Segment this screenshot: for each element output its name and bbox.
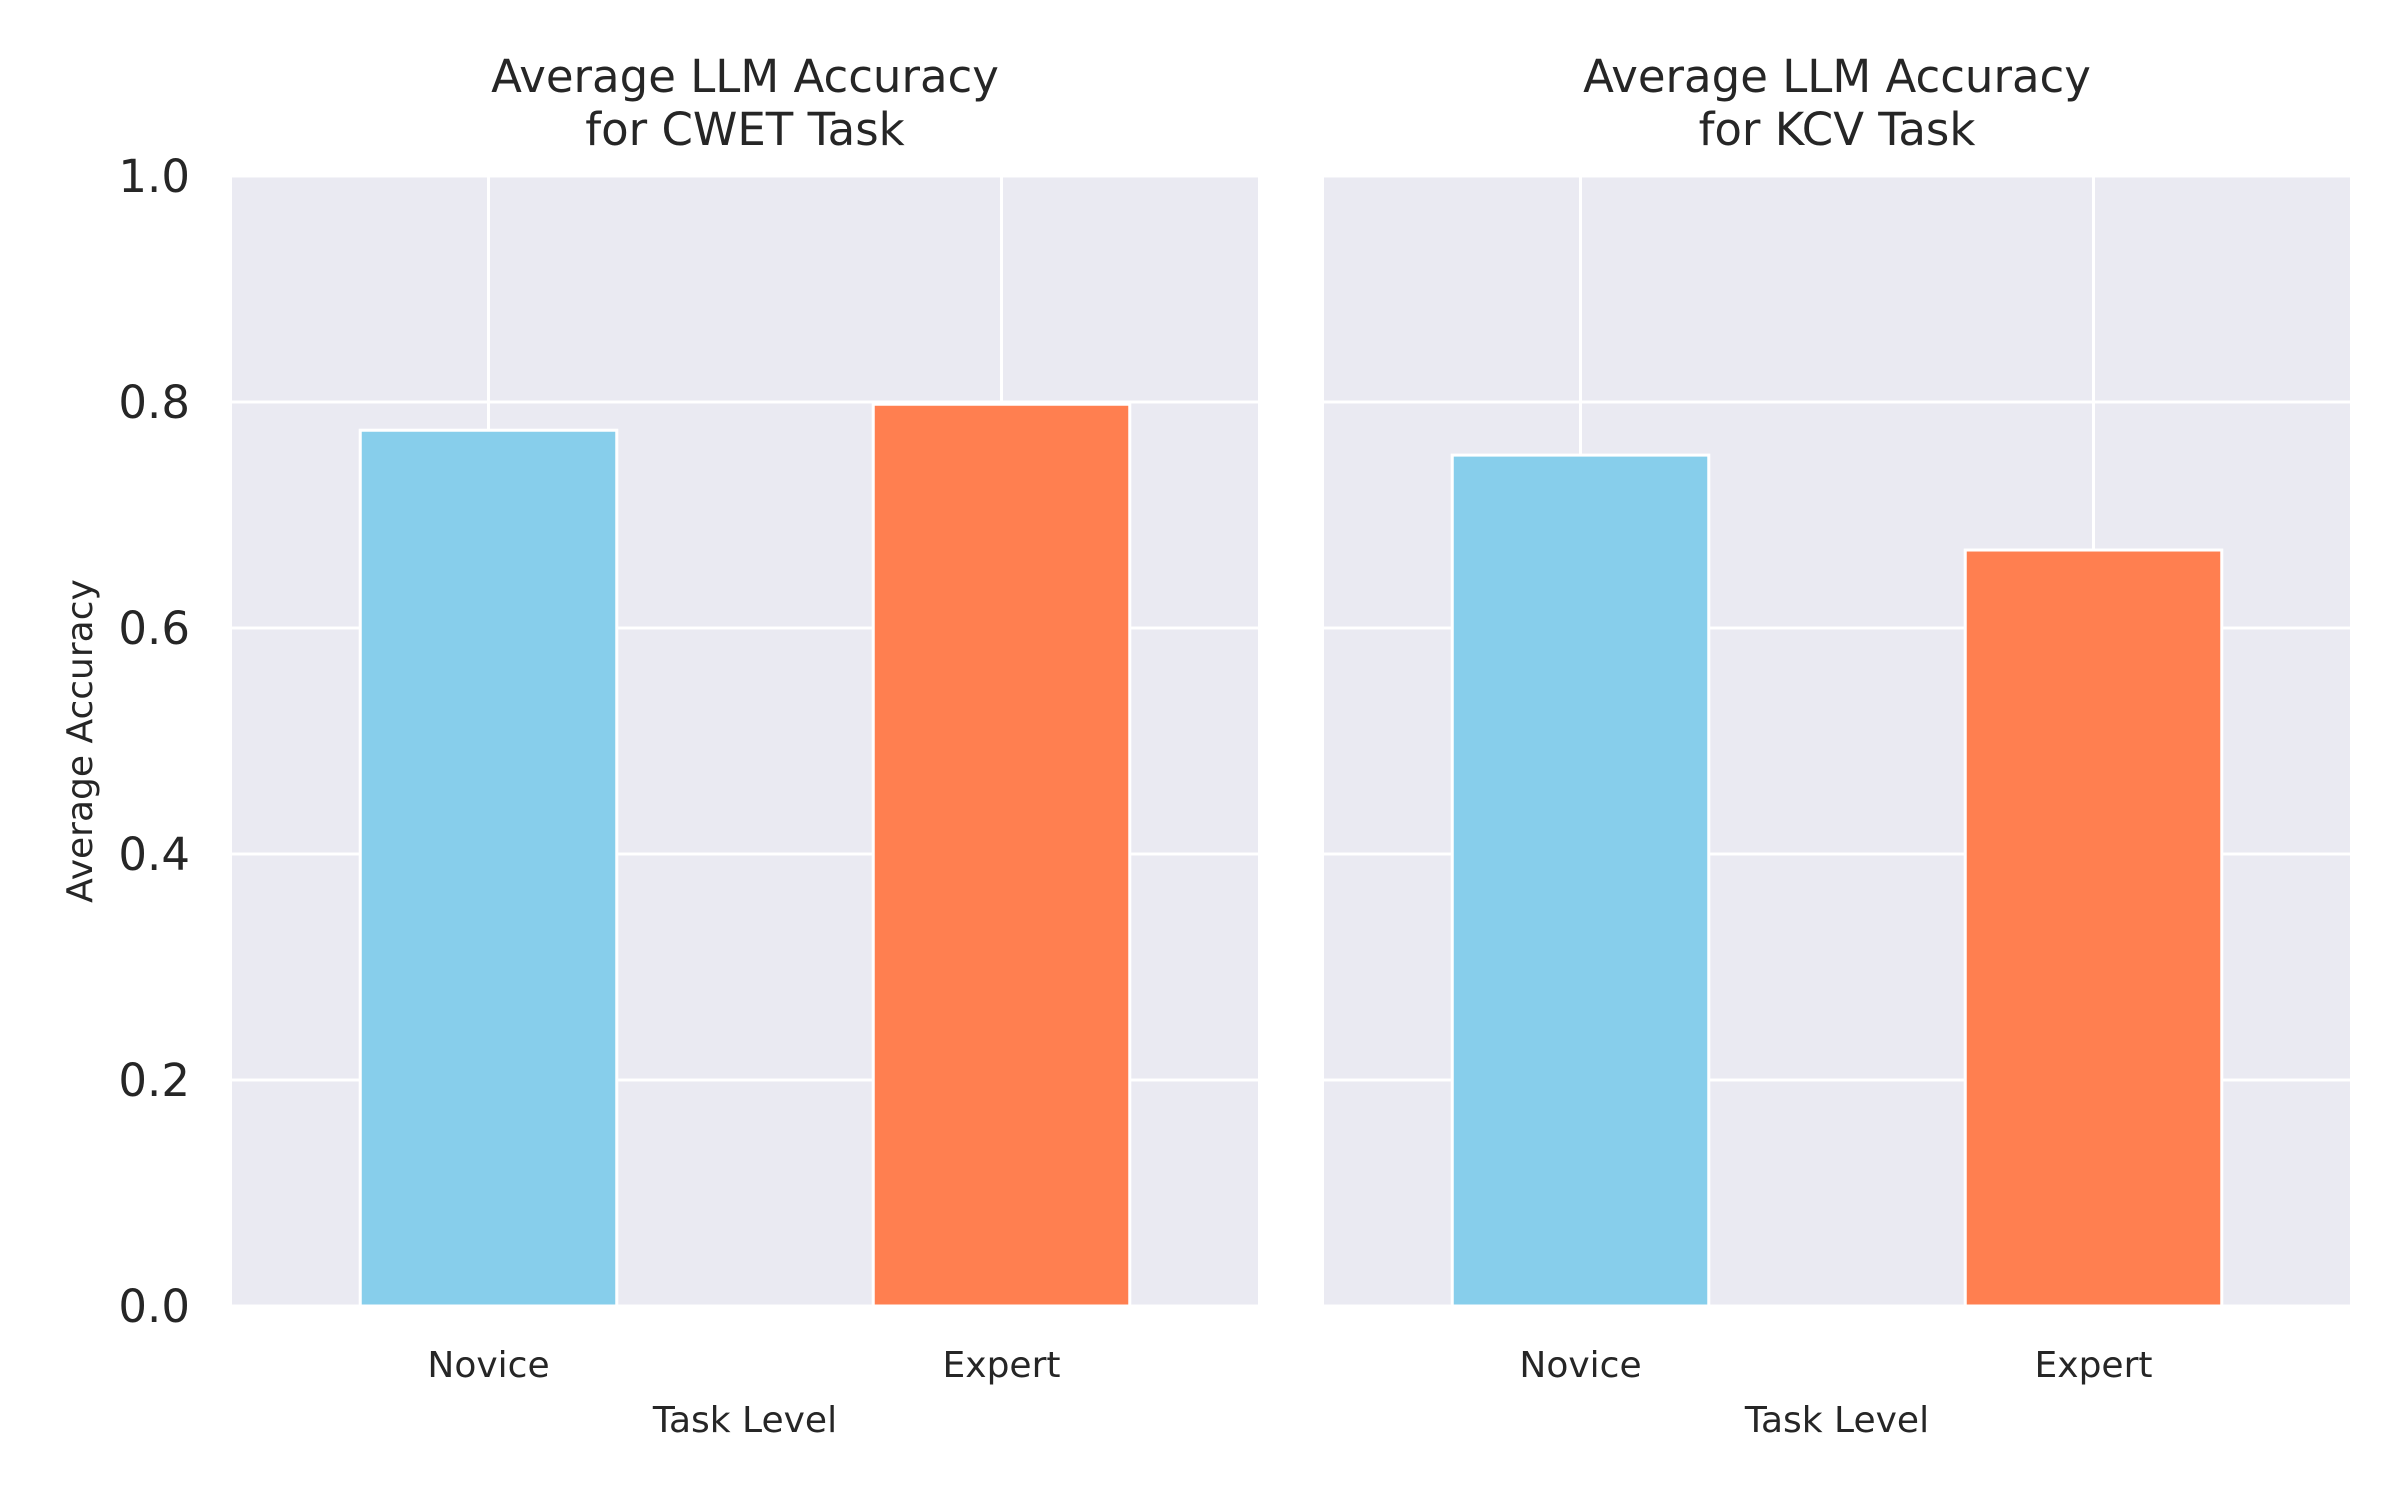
bar-novice xyxy=(358,428,619,1308)
y-tick-label: 0.2 xyxy=(118,1054,190,1107)
x-tick-label: Expert xyxy=(2035,1345,2153,1386)
x-tick-label: Novice xyxy=(427,1345,549,1386)
kcv-bars xyxy=(1450,453,2224,1308)
cwet-x-axis-label: Task Level xyxy=(652,1400,837,1441)
kcv-title-line-2: for KCV Task xyxy=(1699,103,1976,156)
y-tick-label: 1.0 xyxy=(118,150,190,203)
panel-cwet: Average LLM Accuracy for CWET Task 0.00.… xyxy=(60,50,1258,1441)
kcv-title-line-1: Average LLM Accuracy xyxy=(1583,50,2091,103)
y-tick-label: 0.8 xyxy=(118,376,190,429)
cwet-bars xyxy=(358,402,1132,1308)
bar-novice xyxy=(1450,453,1711,1308)
y-tick-label: 0.6 xyxy=(118,602,190,655)
cwet-title-line-1: Average LLM Accuracy xyxy=(491,50,999,103)
y-axis-label: Average Accuracy xyxy=(60,579,101,903)
cwet-title-line-2: for CWET Task xyxy=(585,103,904,156)
y-tick-label: 0.4 xyxy=(118,828,190,881)
bar-expert xyxy=(1963,548,2224,1308)
kcv-x-axis-label: Task Level xyxy=(1744,1400,1929,1441)
cwet-y-ticks: 0.0 0.2 0.4 0.6 0.8 1.0 xyxy=(118,150,190,1333)
x-tick-label: Expert xyxy=(943,1345,1061,1386)
cwet-x-ticks: Novice Expert xyxy=(427,1345,1060,1386)
bar-expert xyxy=(871,402,1132,1308)
y-tick-label: 0.0 xyxy=(118,1280,190,1333)
panel-kcv: Average LLM Accuracy for KCV Task Novice… xyxy=(1324,50,2350,1441)
x-tick-label: Novice xyxy=(1519,1345,1641,1386)
kcv-x-ticks: Novice Expert xyxy=(1519,1345,2152,1386)
